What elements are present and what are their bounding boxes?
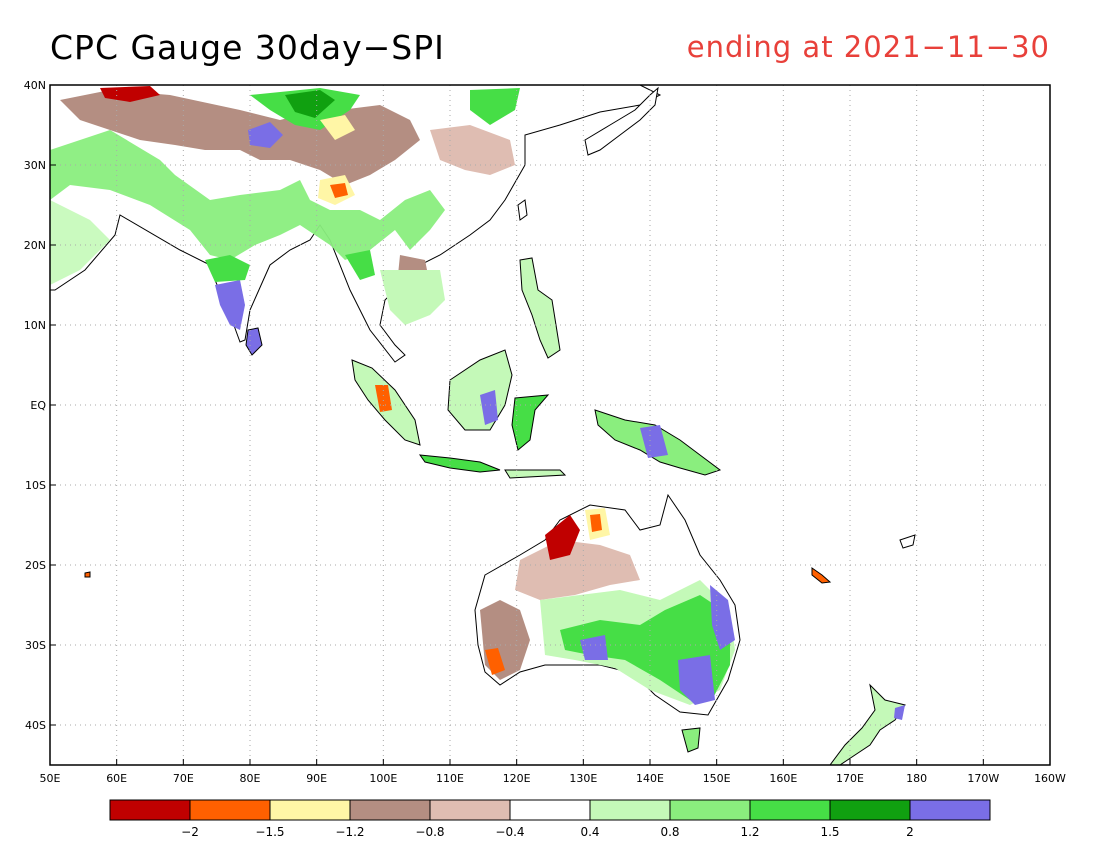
legend-label: 1.5	[820, 825, 839, 839]
australia-purple-se	[678, 655, 715, 705]
tasmania	[681, 727, 701, 753]
australia-red-north	[545, 515, 580, 560]
map-grid	[50, 85, 1050, 765]
legend-label: −0.4	[495, 825, 524, 839]
map-frame	[49, 84, 1051, 766]
sumatra-orange	[375, 385, 392, 412]
java	[418, 454, 501, 473]
y-axis: 40N 30N 20N 10N EQ 10S 20S 30S 40S	[24, 79, 56, 732]
legend-label: −1.5	[255, 825, 284, 839]
asia-green-ne	[470, 88, 520, 125]
legend-swatch	[509, 799, 591, 821]
y-tick-label: 30N	[24, 159, 46, 172]
legend-label: 1.2	[740, 825, 759, 839]
legend-swatch	[589, 799, 671, 821]
x-tick-label: 140E	[636, 772, 664, 785]
x-tick-label: 90E	[306, 772, 327, 785]
australia-orange-sw	[485, 648, 505, 675]
australia-pink	[515, 540, 640, 600]
asia-green	[50, 130, 445, 260]
x-tick-label: 150E	[703, 772, 731, 785]
legend-swatch	[909, 799, 991, 821]
y-tick-label: 10N	[24, 319, 46, 332]
legend-label: −0.8	[415, 825, 444, 839]
new-zealand	[829, 683, 906, 765]
y-tick-label: 10S	[25, 479, 46, 492]
y-tick-label: 40N	[24, 79, 46, 92]
y-tick-label: 20N	[24, 239, 46, 252]
legend-label: 2	[906, 825, 914, 839]
australia-orange-north	[590, 514, 602, 532]
new-guinea-purple	[640, 425, 668, 458]
y-tick-label: 20S	[25, 559, 46, 572]
y-tick-label: 30S	[25, 639, 46, 652]
x-tick-label: 110E	[436, 772, 464, 785]
indochina-green	[380, 270, 445, 325]
legend-swatch	[829, 799, 911, 821]
map-title: CPC Gauge 30day−SPI	[50, 28, 445, 67]
india-purple	[215, 280, 245, 330]
fiji	[899, 534, 916, 549]
seasia-green	[345, 250, 375, 280]
x-tick-label: 100E	[369, 772, 397, 785]
legend-label: 0.8	[660, 825, 679, 839]
legend-label: −1.2	[335, 825, 364, 839]
x-tick-label: 180	[906, 772, 927, 785]
x-tick-label: 120E	[503, 772, 531, 785]
x-tick-label: 160W	[1034, 772, 1066, 785]
x-tick-label: 80E	[240, 772, 261, 785]
x-tick-label: 60E	[106, 772, 127, 785]
asia-yellow-patch-2	[320, 115, 355, 140]
asia-pink-east	[430, 125, 515, 175]
x-tick-label: 70E	[173, 772, 194, 785]
india-green	[205, 255, 250, 282]
australia-purple-east	[710, 585, 735, 650]
legend-swatch	[429, 799, 511, 821]
philippines	[519, 257, 561, 359]
asia-orange-patch	[330, 183, 348, 198]
legend-swatch	[669, 799, 751, 821]
legend-label: 0.4	[580, 825, 599, 839]
x-axis: 50E 60E 70E 80E 90E 100E 110E 120E 130E 140E 150E 1…	[40, 759, 1066, 785]
asia-lightgreen	[50, 200, 110, 285]
legend-swatch	[269, 799, 351, 821]
mauritius	[84, 571, 91, 578]
asia-purple-north	[248, 122, 283, 148]
borneo	[447, 349, 513, 431]
srilanka-purple	[245, 327, 263, 356]
legend-swatch	[349, 799, 431, 821]
x-tick-label: 160E	[769, 772, 797, 785]
y-tick-label: 40S	[25, 719, 46, 732]
y-tick-label: EQ	[30, 399, 46, 412]
x-tick-label: 50E	[40, 772, 61, 785]
legend-swatch	[749, 799, 831, 821]
map-subtitle: ending at 2021−11−30	[686, 30, 1050, 64]
asia-red-top	[100, 86, 160, 102]
japan	[584, 86, 659, 156]
legend-swatch	[189, 799, 271, 821]
map-area	[50, 85, 916, 765]
australia-purple-south	[580, 635, 608, 660]
x-tick-label: 130E	[569, 772, 597, 785]
x-tick-label: 170E	[836, 772, 864, 785]
lesser-sunda	[504, 469, 567, 479]
legend-swatch	[109, 799, 191, 821]
x-tick-label: 170W	[967, 772, 999, 785]
color-legend: −2 −1.5 −1.2 −0.8 −0.4 0.4 0.8 1.2 1.5 2	[109, 799, 991, 839]
legend-label: −2	[181, 825, 199, 839]
new-zealand-purple	[894, 705, 905, 720]
borneo-purple	[480, 390, 498, 425]
sulawesi	[511, 394, 550, 451]
asia-darkgreen-north	[285, 90, 335, 118]
new-caledonia	[811, 567, 832, 584]
taiwan	[517, 199, 528, 221]
